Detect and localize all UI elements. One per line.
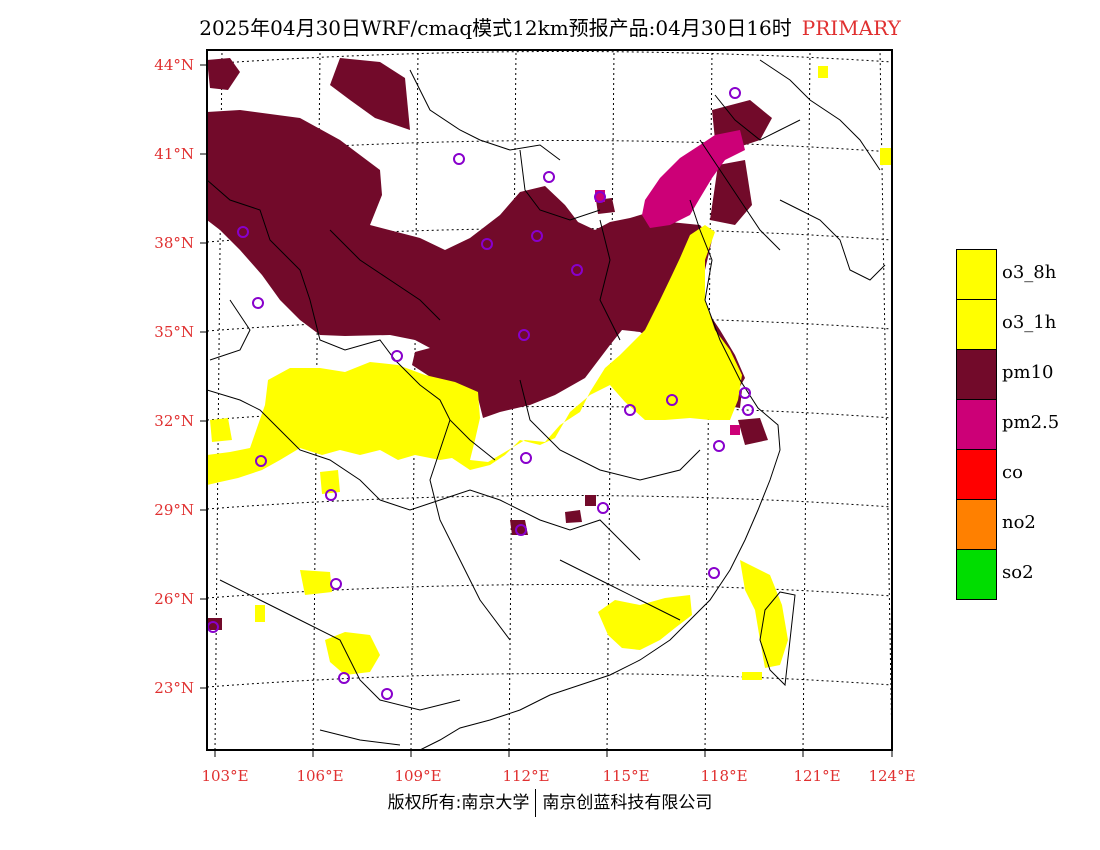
legend-swatch — [956, 299, 997, 350]
legend-item-pm25: pm2.5 — [956, 399, 1096, 450]
legend-item-so2: so2 — [956, 549, 1096, 600]
legend-swatch — [956, 499, 997, 550]
lon-label-124: 124°E — [868, 767, 916, 785]
legend-item-o3-1h: o3_1h — [956, 299, 1096, 350]
lat-label-29: 29°N — [154, 501, 194, 519]
title-tag: PRIMARY — [801, 16, 901, 40]
lat-label-26: 26°N — [154, 590, 194, 608]
boundaries — [207, 59, 886, 750]
legend-item-pm10: pm10 — [956, 349, 1096, 400]
legend-label: o3_1h — [1002, 312, 1057, 333]
legend-swatch — [956, 549, 997, 600]
axis-ticks — [200, 64, 893, 757]
legend-swatch — [956, 349, 997, 400]
lat-label-44: 44°N — [154, 56, 194, 74]
legend-label: co — [1002, 462, 1023, 483]
lat-label-38: 38°N — [154, 234, 194, 252]
legend-label: so2 — [1002, 562, 1034, 583]
lon-label-106: 106°E — [296, 767, 344, 785]
lon-label-121: 121°E — [793, 767, 841, 785]
lat-label-32: 32°N — [154, 412, 194, 430]
map-frame — [206, 49, 893, 751]
lat-label-35: 35°N — [154, 323, 194, 341]
lon-label-118: 118°E — [700, 767, 748, 785]
map-content — [207, 50, 892, 750]
legend-item-o3-8h: o3_8h — [956, 249, 1096, 300]
legend-label: no2 — [1002, 512, 1036, 533]
station-markers — [207, 87, 754, 700]
copyright-right: 南京创蓝科技有限公司 — [542, 793, 713, 813]
map-title: 2025年04月30日WRF/cmaq模式12km预报产品:04月30日16时 P… — [0, 12, 1100, 41]
copyright-footer: 版权所有:南京大学 南京创蓝科技有限公司 — [0, 788, 1100, 817]
legend-swatch — [956, 399, 997, 450]
lon-label-109: 109°E — [394, 767, 442, 785]
lat-label-23: 23°N — [154, 679, 194, 697]
legend-label: pm2.5 — [1002, 412, 1060, 433]
copyright-left: 版权所有:南京大学 — [387, 793, 530, 813]
legend-label: pm10 — [1002, 362, 1054, 383]
legend-item-co: co — [956, 449, 1096, 500]
lon-label-103: 103°E — [201, 767, 249, 785]
legend-swatch — [956, 449, 997, 500]
footer-divider — [535, 789, 537, 817]
lat-label-41: 41°N — [154, 145, 194, 163]
pm10-regions — [207, 58, 772, 630]
lon-label-115: 115°E — [602, 767, 650, 785]
title-text: 2025年04月30日WRF/cmaq模式12km预报产品:04月30日16时 — [199, 16, 792, 40]
pm25-regions — [595, 130, 745, 435]
legend-item-no2: no2 — [956, 499, 1096, 550]
lon-label-112: 112°E — [502, 767, 550, 785]
legend-swatch — [956, 249, 997, 300]
legend-label: o3_8h — [1002, 262, 1057, 283]
